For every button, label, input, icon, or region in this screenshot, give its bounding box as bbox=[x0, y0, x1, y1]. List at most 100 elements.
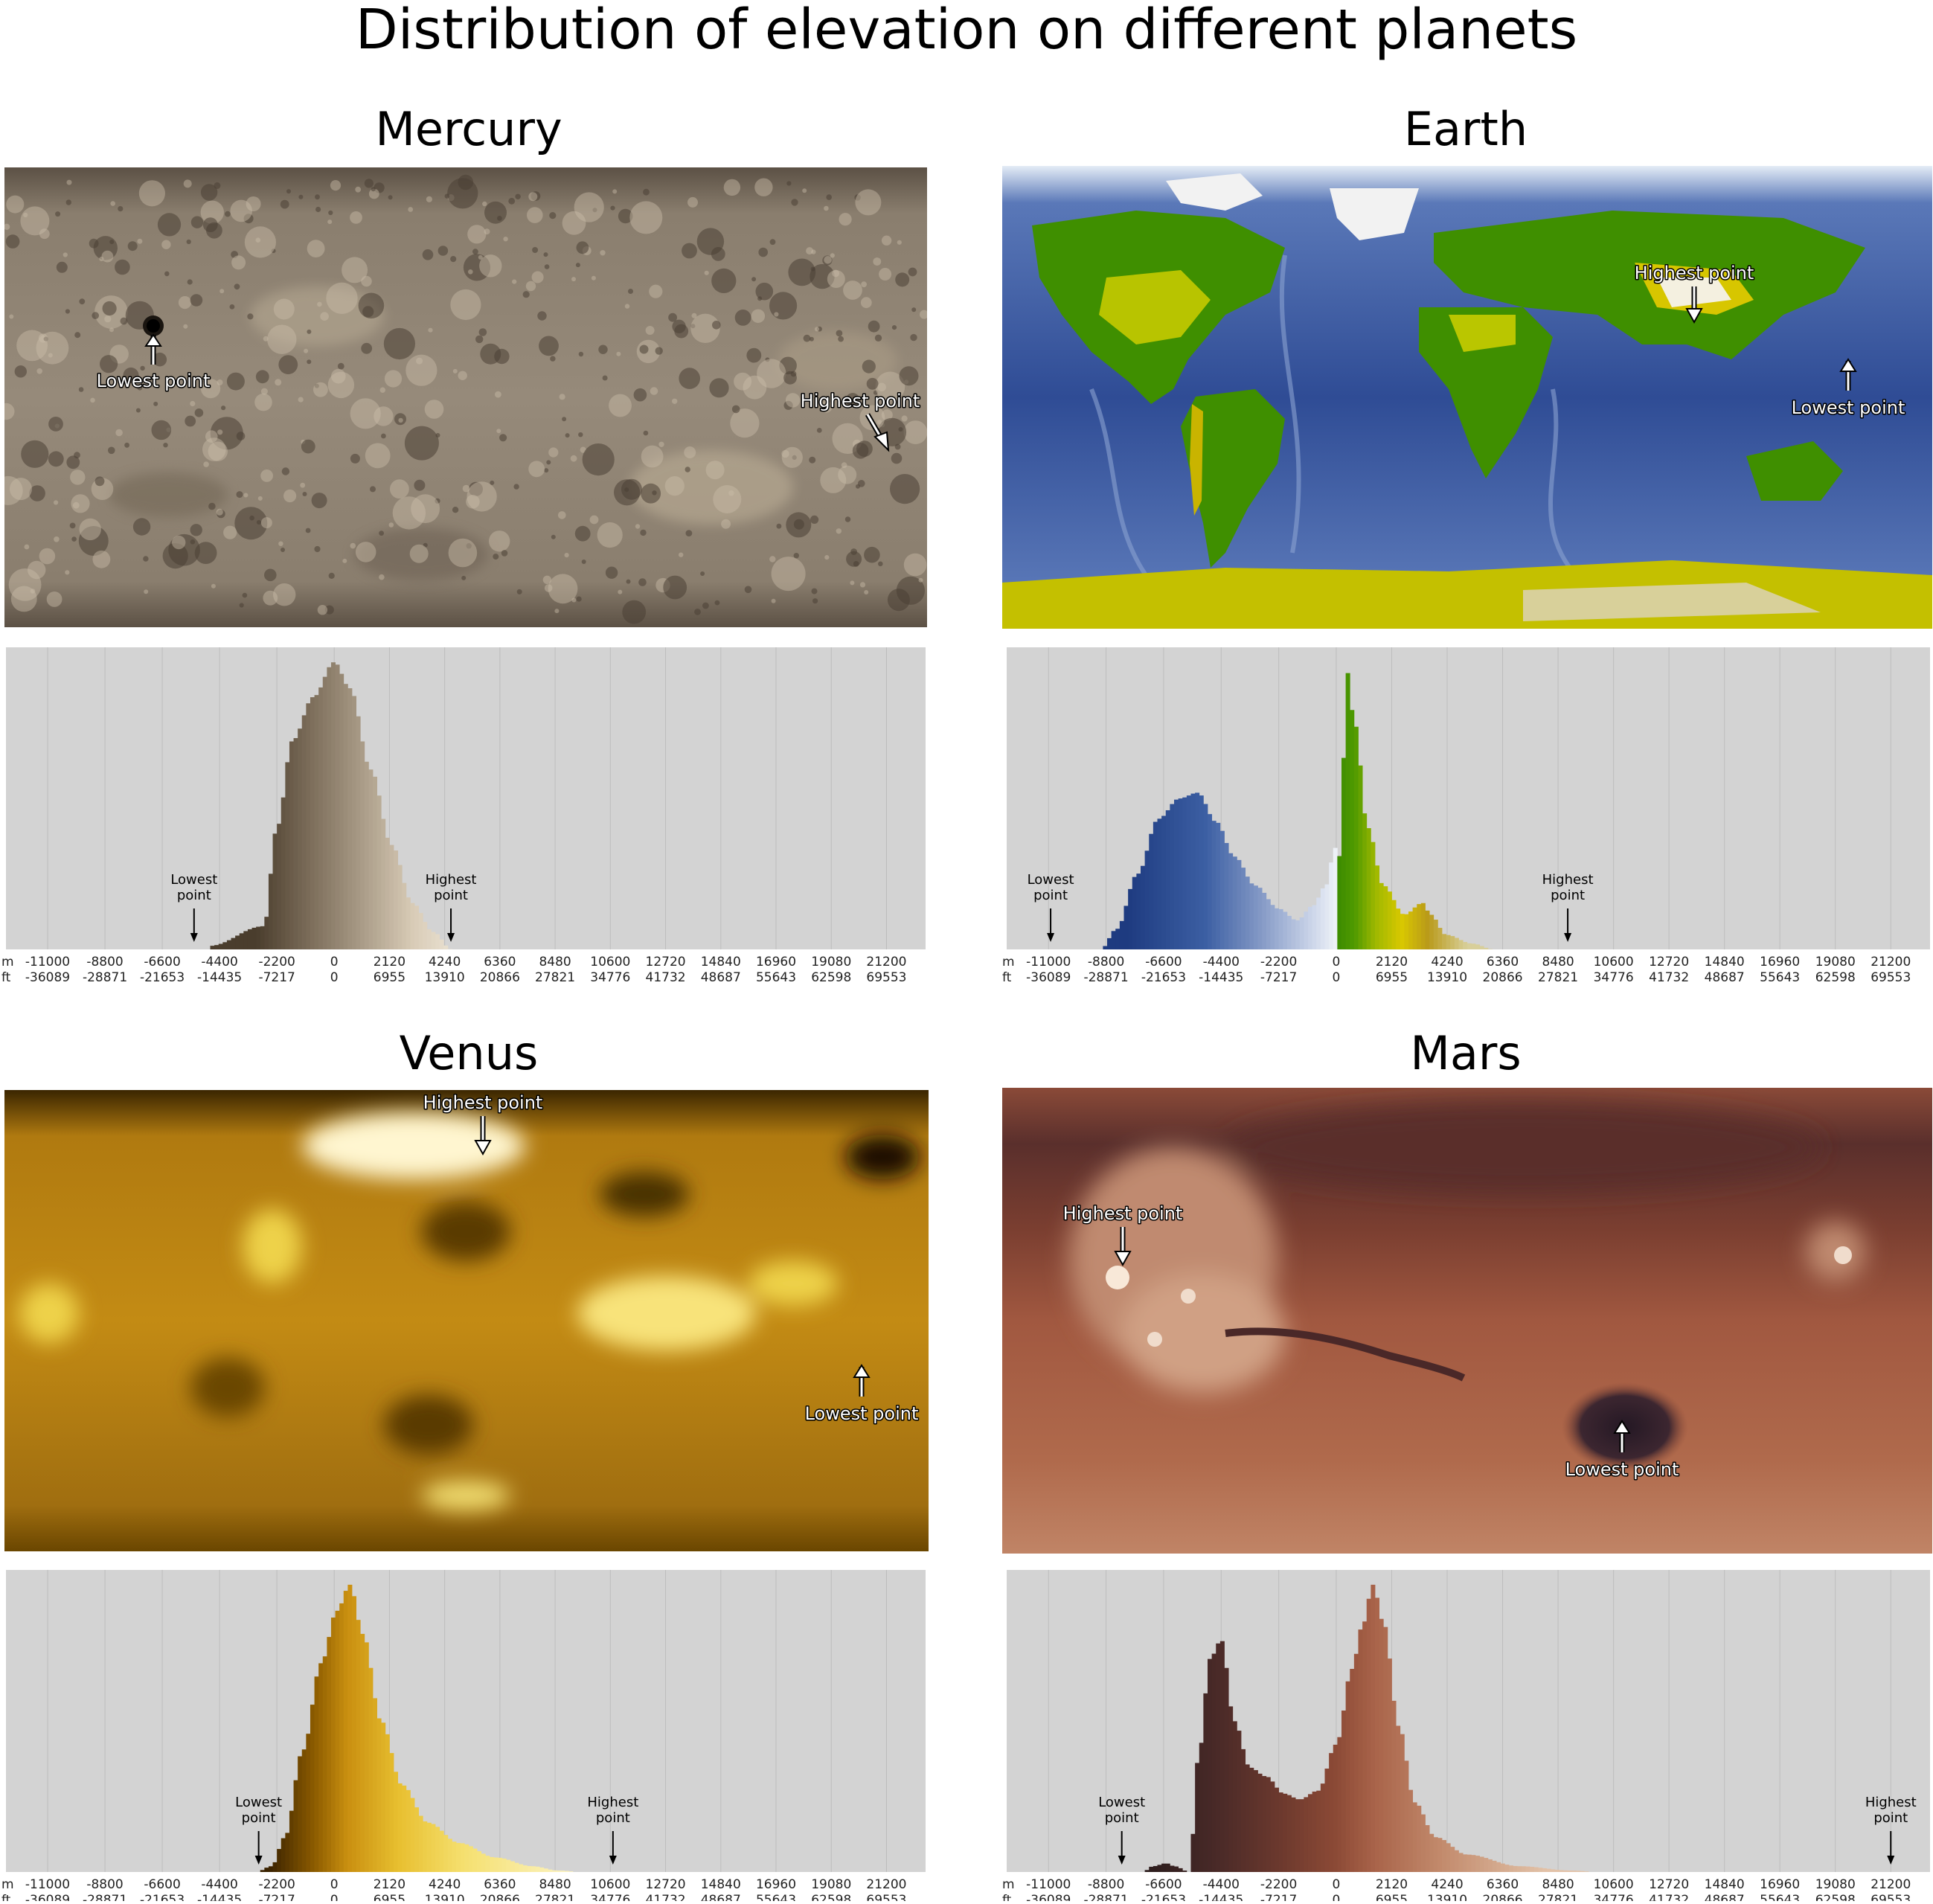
histogram-bar bbox=[1421, 1815, 1426, 1872]
crater bbox=[891, 453, 903, 464]
tick-label-ft: -7217 bbox=[258, 1893, 295, 1901]
histogram-bar bbox=[531, 1866, 536, 1872]
crater bbox=[644, 431, 649, 436]
histogram-bar bbox=[1179, 1868, 1183, 1872]
tick-label-ft: 27821 bbox=[1538, 970, 1578, 985]
crater bbox=[355, 187, 361, 193]
histogram-bar bbox=[1275, 908, 1279, 949]
crater bbox=[850, 548, 857, 555]
tick-label-m: -8800 bbox=[1088, 955, 1124, 969]
crater bbox=[80, 519, 101, 540]
histogram-bar bbox=[289, 741, 294, 949]
histogram-bar bbox=[1471, 1855, 1475, 1872]
crater bbox=[300, 483, 305, 488]
histogram-bar bbox=[1179, 798, 1183, 949]
histogram-bar bbox=[1270, 1781, 1275, 1872]
histogram-bar bbox=[1195, 1763, 1199, 1872]
crater bbox=[562, 211, 586, 235]
tick-label-m: 10600 bbox=[1594, 1877, 1634, 1892]
crater bbox=[802, 188, 807, 193]
crater bbox=[282, 467, 289, 475]
crater bbox=[895, 444, 901, 450]
histogram-bar bbox=[310, 1705, 315, 1872]
histogram-bar bbox=[1571, 1871, 1576, 1872]
crater bbox=[380, 388, 385, 393]
earth-title: Earth bbox=[1004, 103, 1927, 156]
crater bbox=[153, 402, 158, 406]
histogram-bar bbox=[1383, 886, 1388, 949]
tick-label-m: 6360 bbox=[484, 1877, 516, 1892]
crater bbox=[497, 216, 502, 221]
tick-label-m: 0 bbox=[330, 1877, 339, 1892]
crater bbox=[423, 249, 434, 260]
histogram-bar bbox=[277, 1849, 281, 1872]
tick-label-ft: 41732 bbox=[646, 970, 686, 985]
histogram-bar bbox=[456, 1843, 461, 1872]
crater bbox=[143, 556, 148, 561]
histogram-bar bbox=[373, 777, 377, 949]
crater bbox=[484, 202, 507, 224]
histogram-bar bbox=[1208, 814, 1212, 949]
histogram-bar bbox=[539, 1868, 544, 1872]
crater bbox=[9, 315, 13, 319]
histogram-bar bbox=[1341, 1711, 1346, 1872]
histogram-bar bbox=[1225, 1668, 1229, 1872]
crater bbox=[329, 573, 335, 579]
tick-label-m: 8480 bbox=[1542, 1877, 1574, 1892]
crater bbox=[286, 189, 291, 193]
histogram-bar bbox=[389, 845, 394, 949]
tick-label-ft: 20866 bbox=[1483, 1893, 1523, 1901]
crater bbox=[350, 211, 362, 224]
crater bbox=[679, 553, 683, 557]
tick-label-m: 0 bbox=[1333, 1877, 1341, 1892]
crater bbox=[257, 520, 261, 525]
crater bbox=[494, 349, 509, 364]
crater bbox=[312, 493, 327, 508]
histogram-bar bbox=[289, 1811, 294, 1872]
histogram-bar bbox=[1158, 1865, 1162, 1872]
crater bbox=[365, 179, 374, 187]
crater bbox=[467, 225, 486, 243]
crater bbox=[911, 307, 916, 312]
crater bbox=[890, 474, 920, 504]
crater bbox=[517, 589, 522, 594]
histogram-bar bbox=[381, 1722, 385, 1872]
crater bbox=[864, 547, 880, 563]
crater bbox=[590, 516, 599, 525]
crater bbox=[652, 490, 656, 495]
histogram-bar bbox=[1555, 1870, 1559, 1872]
histogram-bar bbox=[1262, 893, 1266, 949]
histogram-bar bbox=[1321, 888, 1325, 949]
histogram-bar bbox=[1107, 938, 1112, 949]
crater bbox=[687, 197, 698, 208]
crater bbox=[278, 542, 283, 546]
histogram-bar bbox=[1434, 920, 1438, 949]
histogram-bar bbox=[1463, 942, 1467, 949]
crater bbox=[389, 522, 394, 528]
tick-label-m: -4400 bbox=[1203, 955, 1240, 969]
histogram-bar bbox=[1450, 936, 1455, 949]
crater bbox=[479, 328, 487, 336]
crater bbox=[342, 559, 347, 563]
tick-label-ft: 6955 bbox=[374, 970, 405, 985]
histogram-bar bbox=[1421, 903, 1426, 949]
histogram-bar bbox=[1484, 948, 1488, 949]
tick-label-ft: 55643 bbox=[1760, 1893, 1800, 1901]
tick-label-m: 6360 bbox=[1487, 1877, 1519, 1892]
crater bbox=[579, 352, 583, 356]
tick-label-m: 2120 bbox=[374, 955, 405, 969]
histogram-bar bbox=[1312, 905, 1317, 949]
histogram-bar bbox=[1275, 1788, 1279, 1872]
histogram-bar bbox=[385, 838, 390, 949]
histogram-bar bbox=[1266, 1777, 1271, 1872]
histogram-bar bbox=[1120, 921, 1124, 949]
tick-label-m: -2200 bbox=[1260, 1877, 1297, 1892]
histogram-bar bbox=[1216, 1644, 1220, 1872]
crater bbox=[187, 240, 191, 244]
crater bbox=[356, 542, 376, 562]
tick-label-m: 4240 bbox=[1431, 1877, 1463, 1892]
histogram-bar bbox=[398, 865, 403, 949]
crater bbox=[223, 526, 237, 539]
tick-label-m: 4240 bbox=[1431, 955, 1463, 969]
crater bbox=[205, 430, 218, 443]
